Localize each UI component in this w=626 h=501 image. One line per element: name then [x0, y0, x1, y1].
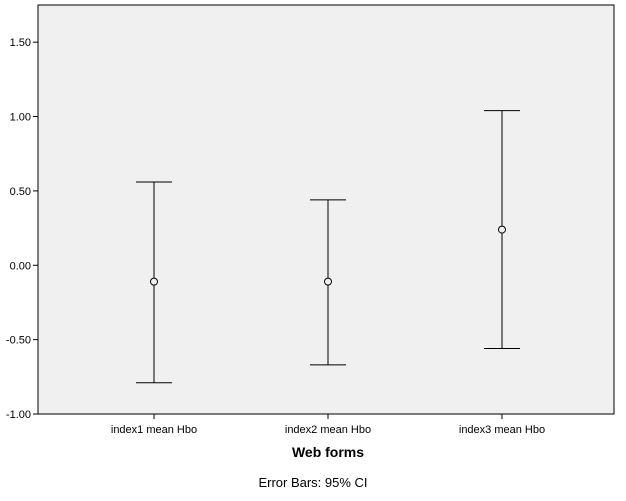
x-axis-title: Web forms [292, 444, 364, 460]
y-tick-label: 1.00 [10, 112, 31, 124]
mean-point [150, 277, 158, 286]
x-axis: index1 mean Hbo index2 mean Hbo index3 mea… [111, 414, 545, 436]
error-bar-group [310, 199, 346, 366]
mean-point [324, 277, 332, 286]
y-tick-label: -0.50 [6, 335, 31, 347]
x-tick-label: index1 mean Hbo [111, 424, 197, 436]
chart-marks [136, 110, 520, 384]
y-tick-label: 1.50 [10, 37, 31, 49]
error-bar-group [136, 181, 172, 384]
y-tick-label: 0.50 [10, 186, 31, 198]
x-tick-label: index2 mean Hbo [285, 424, 371, 436]
plot-area [37, 4, 615, 415]
error-bars-footnote: Error Bars: 95% CI [258, 475, 367, 490]
y-axis: -1.00 -0.50 0.00 0.50 1.00 1.50 [6, 37, 38, 421]
x-tick-label: index3 mean Hbo [459, 424, 545, 436]
y-tick-label: -1.00 [6, 409, 31, 421]
mean-point [498, 225, 506, 234]
y-tick-label: 0.00 [10, 260, 31, 272]
error-bar-group [484, 110, 520, 350]
